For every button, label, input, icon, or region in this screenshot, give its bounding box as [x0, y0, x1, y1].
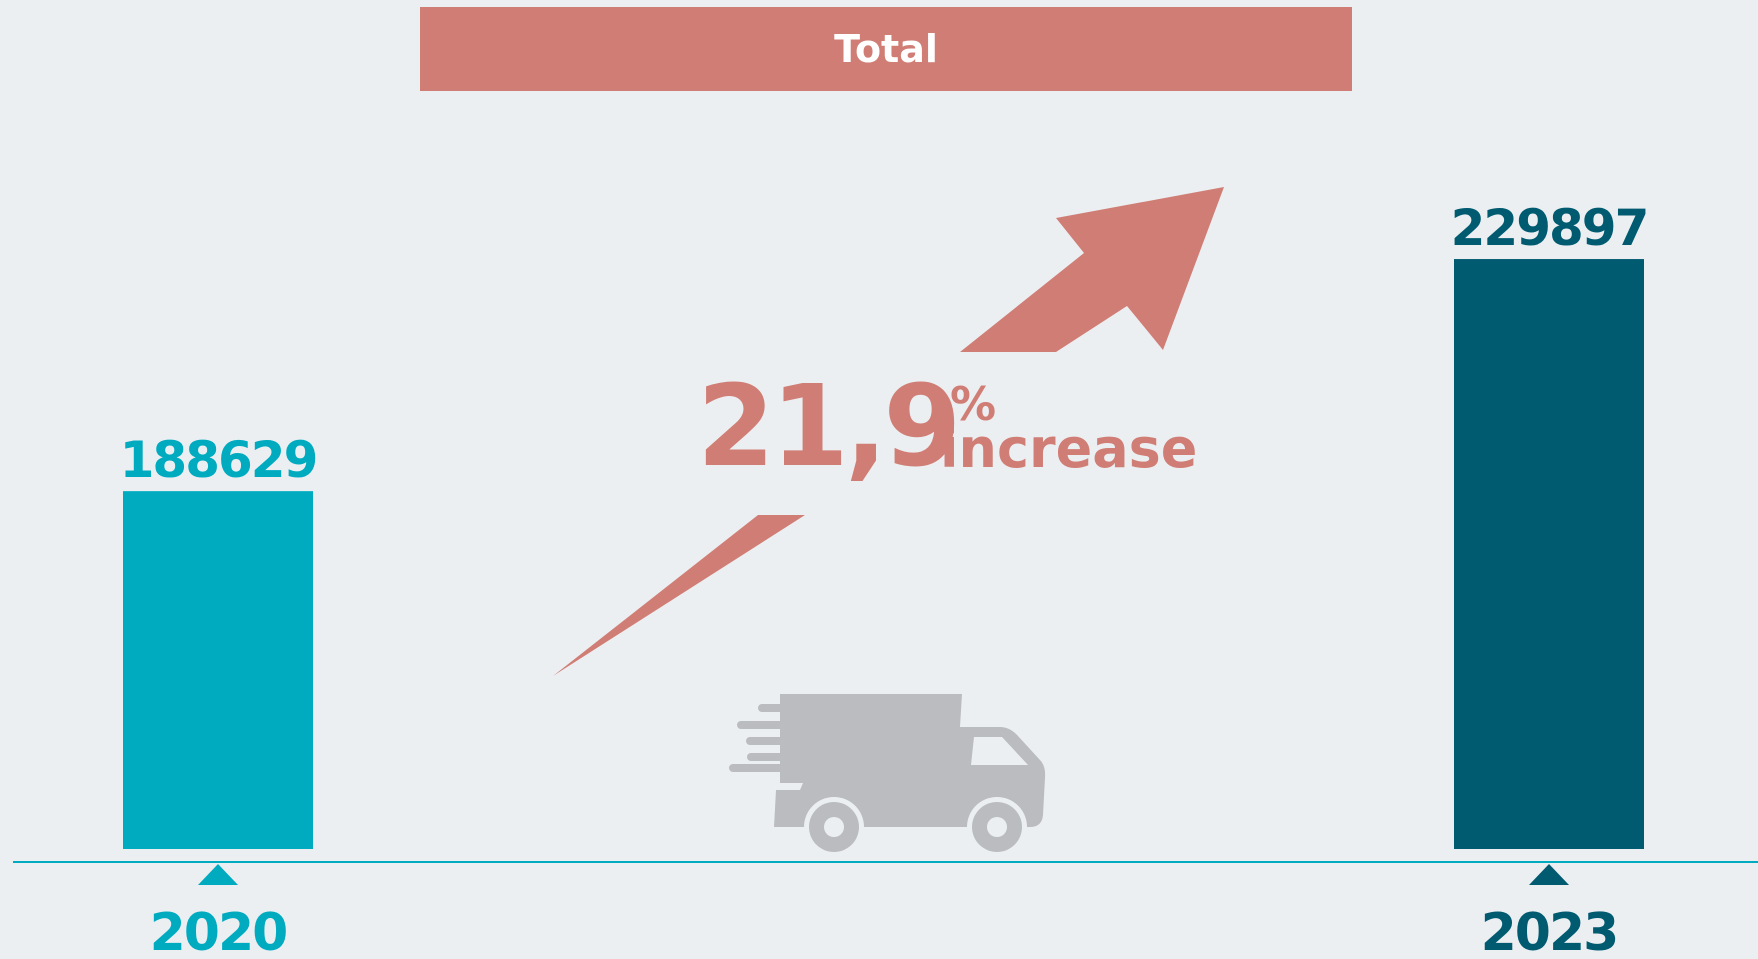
tick-marker — [1529, 864, 1569, 885]
arrow — [553, 187, 1224, 676]
value-label: 188629 — [120, 431, 317, 489]
tick-marker — [198, 864, 238, 885]
value-label: 229897 — [1451, 199, 1648, 257]
x-tick-label: 2023 — [1481, 903, 1618, 959]
arrow-head — [960, 187, 1224, 352]
bar — [1454, 259, 1644, 849]
bar — [123, 491, 313, 849]
hub — [824, 817, 844, 837]
chart-title: Total — [834, 27, 938, 71]
speed-line — [746, 737, 824, 745]
change-value: 21,9 — [697, 362, 957, 492]
speed-line — [747, 753, 841, 761]
change-unit: % — [950, 377, 996, 431]
hub — [987, 817, 1007, 837]
title-box — [420, 7, 1352, 91]
x-tick-label: 2020 — [150, 903, 287, 959]
truck-window — [971, 737, 1028, 765]
speed-line — [758, 704, 838, 712]
change-text: increase — [940, 417, 1197, 480]
truck-body — [774, 694, 1046, 827]
speed-line — [737, 721, 833, 729]
speed-line — [729, 764, 841, 772]
truck-icon — [729, 694, 1046, 857]
arrow-tail — [553, 515, 805, 676]
